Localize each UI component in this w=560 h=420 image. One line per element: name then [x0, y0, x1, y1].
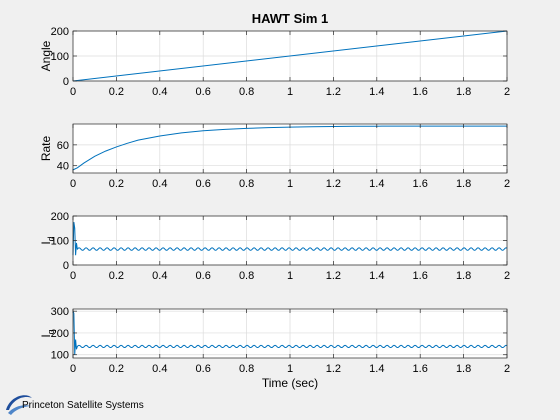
logo-text: Princeton Satellite Systems [22, 400, 144, 411]
x-tick-label: 2 [504, 86, 510, 98]
x-tick-label: 0.2 [109, 270, 124, 282]
y-axis-label-subscript: d [46, 236, 56, 241]
y-axis-label-subscript: q [46, 329, 56, 334]
y-axis-label-base: I [39, 334, 53, 337]
x-tick-label: 1 [287, 363, 293, 375]
x-tick-label: 1.2 [326, 270, 341, 282]
x-tick-label: 0.4 [152, 86, 167, 98]
x-tick-label: 1.8 [456, 363, 471, 375]
x-tick-label: 2 [504, 178, 510, 190]
y-tick-label: 0 [63, 76, 69, 88]
y-tick-label: 200 [51, 211, 69, 223]
x-tick-label: 1.8 [456, 270, 471, 282]
x-tick-label: 0 [70, 178, 76, 190]
x-tick-label: 1.8 [456, 178, 471, 190]
subplot-1: 0 0.2 0.4 0.6 0.8 1 1.2 1.4 1.6 1.8 2 0 100 200 Angle [39, 26, 510, 98]
x-tick-label: 0 [70, 86, 76, 98]
y-tick-label: 300 [51, 306, 69, 318]
x-tick-label: 2 [504, 270, 510, 282]
logo: Princeton Satellite Systems [4, 392, 204, 418]
x-tick-label: 0.4 [152, 178, 167, 190]
x-tick-label: 1 [287, 270, 293, 282]
x-tick-label: 1.4 [369, 178, 384, 190]
y-tick-label: 40 [57, 161, 69, 173]
x-tick-label: 1.2 [326, 86, 341, 98]
subplot-2: 0 0.2 0.4 0.6 0.8 1 1.2 1.4 1.6 1.8 2 40 60 Rate [39, 123, 510, 190]
x-tick-label: 0.8 [239, 270, 254, 282]
x-tick-label: 0.2 [109, 363, 124, 375]
x-tick-label: 2 [504, 363, 510, 375]
x-tick-label: 1.8 [456, 86, 471, 98]
x-tick-label: 0.2 [109, 86, 124, 98]
x-tick-label: 0.6 [196, 86, 211, 98]
subplot-3: 0 0.2 0.4 0.6 0.8 1 1.2 1.4 1.6 1.8 2 0 100 200 Id [39, 211, 510, 282]
y-tick-label: 60 [57, 140, 69, 152]
x-tick-label: 1.4 [369, 86, 384, 98]
x-tick-label: 0 [70, 363, 76, 375]
x-tick-label: 1.6 [413, 86, 428, 98]
x-tick-label: 1.2 [326, 178, 341, 190]
y-tick-label: 200 [51, 328, 69, 340]
x-tick-label: 0.2 [109, 178, 124, 190]
x-tick-label: 1.4 [369, 270, 384, 282]
y-tick-label: 0 [63, 260, 69, 272]
subplots: 0 0.2 0.4 0.6 0.8 1 1.2 1.4 1.6 1.8 20100200Angle0… [39, 26, 510, 390]
subplot-4: 0 0.2 0.4 0.6 0.8 1 1.2 1.4 1.6 1.8 2 100 200 300 Iq Ti… [39, 306, 510, 390]
x-tick-label: 0.4 [152, 363, 167, 375]
y-tick-label: 200 [51, 26, 69, 38]
x-tick-label: 1.2 [326, 363, 341, 375]
y-tick-label: 100 [51, 51, 69, 63]
series-line [72, 30, 508, 82]
y-tick-label: 100 [51, 350, 69, 362]
series-line [72, 222, 508, 256]
y-axis-label: Id [39, 236, 56, 244]
x-tick-label: 1 [287, 178, 293, 190]
y-axis-label-base: I [39, 241, 53, 244]
y-tick-label: 100 [51, 236, 69, 248]
x-tick-label: 1.6 [413, 363, 428, 375]
series-line [72, 310, 508, 355]
x-tick-label: 0.6 [196, 178, 211, 190]
x-tick-label: 0.8 [239, 86, 254, 98]
x-tick-label: 1.6 [413, 270, 428, 282]
y-axis-label: Iq [39, 329, 56, 337]
x-tick-label: 0 [70, 270, 76, 282]
pss-swoosh-icon [6, 395, 32, 415]
x-axis-label: Time (sec) [262, 376, 318, 390]
x-tick-label: 0.6 [196, 363, 211, 375]
x-tick-label: 1.4 [369, 363, 384, 375]
x-tick-label: 1.6 [413, 178, 428, 190]
y-axis-label: Rate [39, 136, 53, 162]
y-axis-label: Angle [39, 40, 53, 71]
x-tick-label: 0.4 [152, 270, 167, 282]
x-tick-label: 0.8 [239, 363, 254, 375]
x-tick-label: 1 [287, 86, 293, 98]
x-tick-label: 0.6 [196, 270, 211, 282]
x-tick-label: 0.8 [239, 178, 254, 190]
figure-title: HAWT Sim 1 [252, 11, 329, 26]
